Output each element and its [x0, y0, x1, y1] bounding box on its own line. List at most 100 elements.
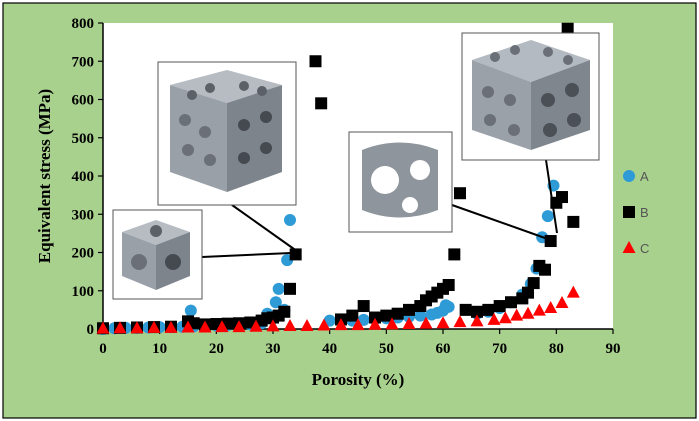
data-point [368, 317, 382, 330]
data-point [385, 317, 399, 330]
legend-marker-C [622, 241, 636, 253]
data-point [181, 320, 195, 333]
data-point [566, 285, 580, 298]
data-point [244, 316, 257, 329]
data-point [357, 313, 370, 326]
data-point [315, 97, 328, 110]
data-point [284, 282, 296, 295]
axis-ticks: 0 10 20 30 40 50 60 70 80 90 0 100 200 300 400 500 600 70… [72, 16, 621, 357]
data-point [470, 314, 484, 327]
y-tick-label: 200 [72, 246, 95, 262]
data-point [419, 316, 433, 329]
data-point [380, 309, 393, 322]
data-point [300, 318, 314, 331]
data-point [147, 320, 161, 333]
data-point [544, 300, 558, 313]
y-tick-label: 800 [72, 16, 95, 32]
y-tick-label: 400 [72, 169, 95, 185]
y-axis-title: Equivalent stress (MPa) [35, 89, 54, 263]
legend: A B C [622, 169, 649, 256]
data-point [309, 55, 322, 68]
data-point [471, 305, 483, 318]
data-point [448, 248, 461, 261]
data-point [442, 300, 455, 313]
data-point [369, 311, 381, 324]
data-point [184, 304, 197, 317]
data-point [391, 307, 404, 320]
data-point [442, 279, 455, 292]
x-tick-label: 70 [492, 341, 507, 357]
data-point [522, 286, 534, 299]
data-point [544, 235, 557, 248]
data-point [272, 282, 285, 295]
y-tick-label: 0 [87, 322, 95, 338]
data-point [96, 321, 110, 334]
data-point [130, 321, 144, 334]
x-tick-label: 10 [152, 341, 167, 357]
y-tick-label: 100 [72, 284, 95, 300]
data-point [539, 263, 551, 276]
data-point [482, 303, 495, 316]
legend-marker-B [623, 206, 635, 218]
data-points [96, 22, 580, 335]
legend-label-B: B [640, 205, 649, 220]
inset-simple-cube [112, 209, 292, 300]
data-point [164, 320, 178, 333]
data-point [454, 187, 466, 200]
data-point [215, 320, 229, 333]
data-point [555, 295, 569, 308]
data-point [269, 296, 282, 309]
inset-lattice-block [461, 32, 600, 234]
data-point [198, 320, 212, 333]
inset-fcc-cube [157, 61, 302, 255]
y-tick-label: 600 [72, 93, 95, 109]
data-point [493, 300, 506, 313]
y-tick-label: 500 [72, 131, 95, 147]
data-point [505, 296, 517, 309]
data-point [283, 318, 297, 331]
x-tick-label: 40 [322, 341, 337, 357]
series-C [96, 285, 580, 334]
data-point [317, 318, 331, 331]
data-point [521, 306, 535, 319]
x-tick-label: 60 [436, 341, 451, 357]
legend-label-A: A [640, 169, 649, 184]
x-tick-label: 50 [379, 341, 394, 357]
data-point [527, 277, 540, 290]
data-point [346, 309, 359, 322]
legend-marker-A [623, 170, 635, 182]
y-tick-label: 300 [72, 207, 95, 223]
data-point [249, 319, 263, 332]
legend-label-C: C [640, 241, 649, 256]
x-tick-label: 90 [606, 341, 621, 357]
data-point [351, 318, 365, 331]
data-point [556, 191, 568, 204]
data-point [414, 309, 427, 322]
data-point [266, 319, 280, 332]
data-point [436, 316, 450, 329]
data-point [487, 312, 501, 325]
y-tick-label: 700 [72, 54, 95, 70]
data-point [532, 303, 546, 316]
data-point [567, 215, 580, 228]
data-point [453, 315, 467, 328]
data-point [498, 311, 512, 324]
data-point [402, 317, 416, 330]
data-point [113, 321, 127, 334]
data-point [357, 300, 370, 313]
x-tick-label: 20 [209, 341, 224, 357]
x-tick-label: 0 [99, 341, 107, 357]
data-point [541, 210, 554, 223]
data-point [334, 318, 348, 331]
data-point [459, 303, 472, 316]
data-point [561, 22, 574, 35]
x-tick-label: 80 [549, 341, 564, 357]
data-point [284, 213, 296, 226]
x-tick-label: 30 [266, 341, 281, 357]
inset-gyroid-cell [348, 131, 546, 239]
data-point [510, 308, 524, 321]
data-point [278, 305, 291, 318]
data-point [403, 303, 415, 316]
x-axis-title: Porosity (%) [312, 370, 405, 389]
